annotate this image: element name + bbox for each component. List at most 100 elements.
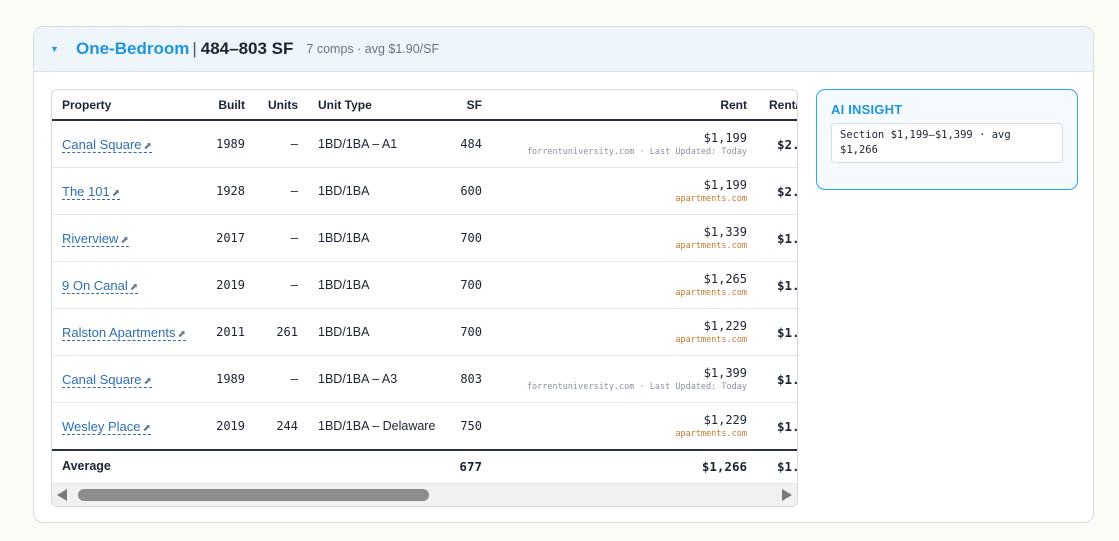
table-row: Wesley Place ⬈ 2019 244 1BD/1BA – Delaware 75…: [52, 402, 797, 451]
rent-source: apartments.com: [675, 288, 747, 298]
property-name: Riverview: [62, 230, 119, 246]
sf-cell: 700: [420, 308, 482, 356]
units-cell: —: [245, 355, 298, 403]
rent-cell: $1,265 apartments.com: [482, 261, 747, 309]
property-name: Canal Square: [62, 371, 142, 387]
built-cell: 1989: [194, 120, 245, 168]
rent-cell: $1,199 apartments.com: [482, 167, 747, 215]
external-link-icon: ⬈: [142, 422, 151, 434]
built-cell: 1989: [194, 355, 245, 403]
units-cell: —: [245, 261, 298, 309]
section-header[interactable]: ▼ One-Bedroom | 484–803 SF 7 comps · avg…: [34, 27, 1093, 72]
comps-table-container: Property Built Units Unit Type SF Rent R…: [51, 89, 798, 507]
rent-per-sf-cell: $1.: [747, 261, 797, 309]
sf-cell: 803: [420, 355, 482, 403]
table-row: Ralston Apartments ⬈ 2011 261 1BD/1BA 700 $1,2…: [52, 308, 797, 356]
col-header-units[interactable]: Units: [245, 90, 298, 121]
property-link[interactable]: Canal Square ⬈: [62, 371, 152, 388]
property-cell: Wesley Place ⬈: [52, 402, 194, 451]
property-link[interactable]: Riverview ⬈: [62, 230, 129, 247]
sf-cell: 484: [420, 120, 482, 168]
section-title: One-Bedroom: [76, 39, 190, 58]
property-cell: Canal Square ⬈: [52, 120, 194, 168]
unit-type-cell: 1BD/1BA – A3: [298, 355, 420, 403]
average-rent: $1,266: [482, 449, 747, 481]
rent-value: $1,229: [703, 319, 747, 333]
units-cell: 261: [245, 308, 298, 356]
rent-source: forrentuniversity.com · Last Updated: To…: [526, 147, 747, 157]
average-row: Average 677 $1,266 $1.: [52, 449, 797, 481]
rent-per-sf-cell: $2.: [747, 167, 797, 215]
rent-per-sf-cell: $1.: [747, 214, 797, 262]
units-cell: —: [245, 167, 298, 215]
rent-per-sf-cell: $1.: [747, 402, 797, 451]
col-header-rent-per-sf[interactable]: Rent/: [747, 90, 797, 121]
col-header-property[interactable]: Property: [52, 90, 194, 121]
unit-type-cell: 1BD/1BA: [298, 214, 420, 262]
rent-source: forrentuniversity.com · Last Updated: To…: [526, 382, 747, 392]
units-cell: —: [245, 120, 298, 168]
external-link-icon: ⬈: [111, 187, 121, 199]
scroll-left-arrow-icon[interactable]: [57, 489, 67, 501]
property-name: The 101: [62, 183, 110, 199]
rent-source: apartments.com: [675, 429, 747, 439]
rent-value: $1,199: [703, 131, 747, 145]
rent-per-sf-cell: $1.: [747, 308, 797, 356]
ai-insight-panel: AI INSIGHT Section $1,199–$1,399 · avg $…: [816, 89, 1078, 190]
table-row: 9 On Canal ⬈ 2019—1BD/1BA 700 $1,265 apartmen…: [52, 261, 797, 309]
built-cell: 2017: [194, 214, 245, 262]
external-link-icon: ⬈: [129, 281, 139, 293]
average-rent-per-sf: $1.: [747, 449, 797, 481]
built-cell: 2019: [194, 261, 245, 309]
col-header-built[interactable]: Built: [194, 90, 245, 121]
comp-section-card: ▼ One-Bedroom | 484–803 SF 7 comps · avg…: [33, 26, 1094, 523]
scroll-right-arrow-icon[interactable]: [782, 489, 792, 501]
unit-type-cell: 1BD/1BA – Delaware: [298, 402, 435, 451]
unit-type-cell: 1BD/1BA – A1: [298, 120, 420, 168]
col-header-unit-type[interactable]: Unit Type: [298, 90, 420, 121]
sf-cell: 750: [420, 402, 482, 451]
property-name: 9 On Canal: [62, 277, 128, 293]
collapse-caret-icon[interactable]: ▼: [50, 44, 59, 54]
rent-cell: $1,229 apartments.com: [482, 402, 747, 451]
sf-cell: 700: [420, 261, 482, 309]
external-link-icon: ⬈: [143, 140, 152, 152]
rent-source: apartments.com: [675, 335, 747, 345]
table-row: Canal Square ⬈ 1989—1BD/1BA – A1 484 $1,199 f…: [52, 120, 797, 168]
external-link-icon: ⬈: [143, 375, 152, 387]
rent-cell: $1,199 forrentuniversity.com · Last Updat…: [482, 120, 747, 168]
built-cell: 2019: [194, 402, 245, 451]
property-link[interactable]: Canal Square ⬈: [62, 136, 152, 153]
title-separator: |: [192, 39, 197, 58]
property-link[interactable]: Wesley Place ⬈: [62, 418, 151, 435]
property-cell: Ralston Apartments ⬈: [52, 308, 194, 356]
rent-value: $1,265: [703, 272, 747, 286]
unit-type-cell: 1BD/1BA: [298, 261, 420, 309]
sf-cell: 700: [420, 214, 482, 262]
rent-per-sf-cell: $2.: [747, 120, 797, 168]
property-cell: Canal Square ⬈: [52, 355, 194, 403]
rent-value: $1,399: [703, 366, 747, 380]
property-name: Ralston Apartments: [62, 324, 176, 340]
horizontal-scrollbar[interactable]: [52, 483, 797, 506]
built-cell: 2011: [194, 308, 245, 356]
unit-type-cell: 1BD/1BA: [298, 167, 420, 215]
rent-value: $1,229: [703, 413, 747, 427]
col-header-rent[interactable]: Rent: [482, 90, 747, 121]
comps-summary: 7 comps · avg $1.90/SF: [306, 42, 440, 56]
scrollbar-thumb[interactable]: [78, 489, 429, 501]
rent-value: $1,339: [703, 225, 747, 239]
external-link-icon: ⬈: [177, 328, 186, 340]
units-cell: 244: [245, 402, 298, 451]
built-cell: 1928: [194, 167, 245, 215]
col-header-sf[interactable]: SF: [420, 90, 482, 121]
rent-source: apartments.com: [675, 241, 747, 251]
property-link[interactable]: 9 On Canal ⬈: [62, 277, 139, 294]
rent-value: $1,199: [703, 178, 747, 192]
property-link[interactable]: Ralston Apartments ⬈: [62, 324, 186, 341]
table-header-row: Property Built Units Unit Type SF Rent R…: [52, 90, 797, 121]
property-cell: Riverview ⬈: [52, 214, 194, 262]
table-row: The 101 ⬈ 1928—1BD/1BA 600 $1,199 apartments.…: [52, 167, 797, 215]
rent-source: apartments.com: [675, 194, 747, 204]
property-link[interactable]: The 101 ⬈: [62, 183, 121, 200]
